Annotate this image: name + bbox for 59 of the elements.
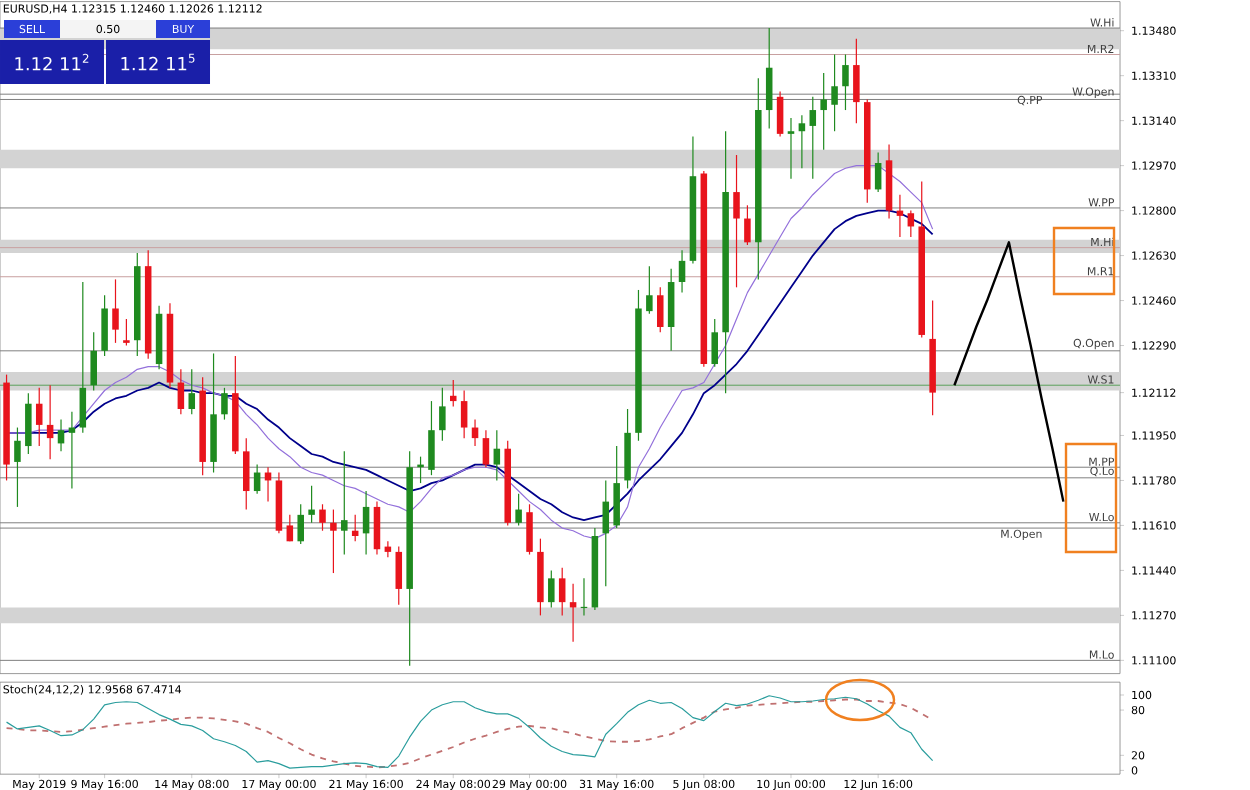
candlestick	[101, 294, 108, 357]
candlestick	[558, 567, 566, 616]
candlestick	[362, 490, 370, 556]
candlestick	[646, 265, 653, 315]
annotation: 1.12 11$^{5}$	[121, 53, 195, 71]
candlestick	[395, 545, 403, 606]
candlestick	[297, 503, 304, 545]
candlestick	[733, 154, 740, 288]
candlestick	[831, 53, 838, 132]
candlestick	[90, 331, 97, 392]
candlestick	[678, 249, 686, 294]
candlestick	[602, 479, 610, 587]
candlestick	[210, 352, 217, 474]
candlestick	[776, 90, 784, 138]
candlestick	[14, 426, 21, 508]
candlestick	[123, 318, 130, 347]
candlestick	[798, 114, 806, 169]
candlestick	[341, 450, 348, 556]
annotation: 1.12 11$^{2}$	[15, 53, 89, 71]
candlestick	[874, 151, 882, 193]
candlestick	[744, 204, 751, 246]
candlestick	[57, 419, 65, 452]
candlestick	[242, 437, 250, 511]
candlestick	[765, 27, 773, 130]
candlestick	[373, 501, 381, 556]
candlestick	[177, 368, 185, 415]
candlestick	[439, 387, 446, 442]
candlestick	[79, 281, 87, 434]
candlestick	[907, 209, 915, 238]
candlestick	[787, 117, 795, 180]
candlestick	[449, 379, 457, 407]
candlestick	[820, 72, 827, 151]
candlestick	[656, 286, 664, 333]
candlestick	[711, 318, 718, 368]
candlestick	[319, 503, 326, 532]
candlestick	[428, 400, 435, 476]
candlestick	[25, 392, 32, 455]
line-series	[953, 241, 1065, 503]
candlestick	[330, 508, 337, 574]
candlestick	[308, 485, 315, 524]
candlestick	[613, 445, 620, 529]
candlestick	[112, 278, 119, 344]
candlestick	[46, 384, 54, 460]
candlestick	[809, 96, 817, 180]
candlestick	[460, 389, 468, 439]
candlestick	[221, 387, 228, 421]
candlestick	[286, 514, 294, 542]
candlestick	[853, 38, 860, 124]
candlestick	[515, 493, 522, 527]
candlestick	[842, 53, 849, 111]
candlestick	[188, 368, 196, 415]
candlestick	[526, 503, 533, 556]
candlestick	[624, 408, 631, 489]
candlestick	[482, 429, 490, 468]
candlestick	[35, 387, 43, 447]
candlestick	[667, 268, 675, 352]
candlestick	[493, 429, 501, 482]
candlestick	[548, 569, 555, 609]
line-series	[5, 695, 934, 769]
